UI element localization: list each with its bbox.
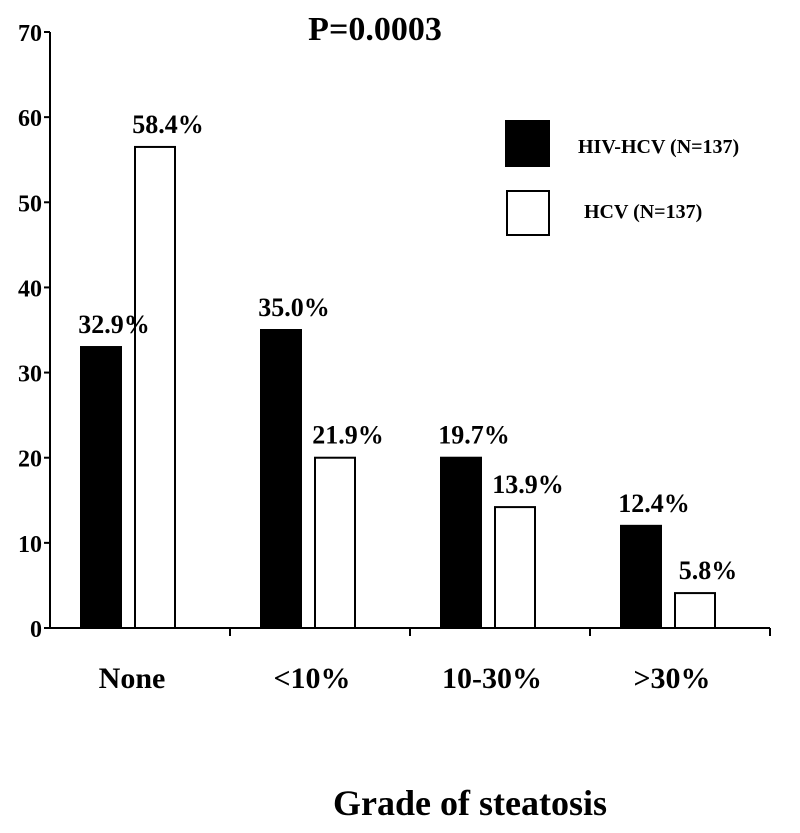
legend-label-hcv: HCV (N=137) xyxy=(584,201,702,223)
data-label: 21.9% xyxy=(312,421,384,450)
data-label: 19.7% xyxy=(438,421,510,450)
bar-hcv-1 xyxy=(314,456,356,630)
y-tick-label: 40 xyxy=(18,276,42,302)
x-axis-ticks xyxy=(229,628,771,636)
y-tick-label: 70 xyxy=(18,21,42,47)
data-label: 35.0% xyxy=(258,293,330,322)
y-tick-label: 10 xyxy=(18,532,42,558)
bar-hcv-0 xyxy=(134,145,176,629)
y-tick-label: 50 xyxy=(18,191,42,217)
bar-hiv-hcv-1 xyxy=(260,329,302,629)
x-category-label: None xyxy=(99,662,166,695)
data-labels: 32.9% 58.4% 35.0% 21.9% 19.7% 13.9% 12.4% 5.8% xyxy=(78,110,737,585)
data-label: 12.4% xyxy=(618,489,690,518)
legend-label-hiv-hcv: HIV-HCV (N=137) xyxy=(578,136,739,158)
bar-hcv-2 xyxy=(494,506,536,629)
y-tick-label: 30 xyxy=(18,362,42,388)
bars xyxy=(80,145,716,630)
y-tick-label: 20 xyxy=(18,447,42,473)
y-tick-label: 0 xyxy=(30,617,42,643)
bar-hiv-hcv-3 xyxy=(620,524,662,629)
data-label: 13.9% xyxy=(492,470,564,499)
x-category-label: <10% xyxy=(273,662,350,695)
legend-swatch-hiv-hcv xyxy=(505,120,550,167)
data-label: 32.9% xyxy=(78,310,150,339)
bar-hiv-hcv-2 xyxy=(440,456,482,630)
y-axis-ticks: 0 10 20 30 40 50 60 70 xyxy=(18,21,50,643)
x-category-label: >30% xyxy=(633,662,710,695)
x-axis-title: Grade of steatosis xyxy=(333,783,607,823)
legend: HIV-HCV (N=137) HCV (N=137) xyxy=(505,120,739,236)
chart-title: P=0.0003 xyxy=(308,11,442,48)
data-label: 58.4% xyxy=(132,110,204,139)
legend-swatch-hcv xyxy=(506,190,550,236)
bar-hcv-3 xyxy=(674,592,716,630)
y-tick-label: 60 xyxy=(18,106,42,132)
x-category-label: 10-30% xyxy=(442,662,542,695)
bar-hiv-hcv-0 xyxy=(80,346,122,629)
x-category-labels: None <10% 10-30% >30% xyxy=(99,662,711,695)
data-label: 5.8% xyxy=(679,556,738,585)
